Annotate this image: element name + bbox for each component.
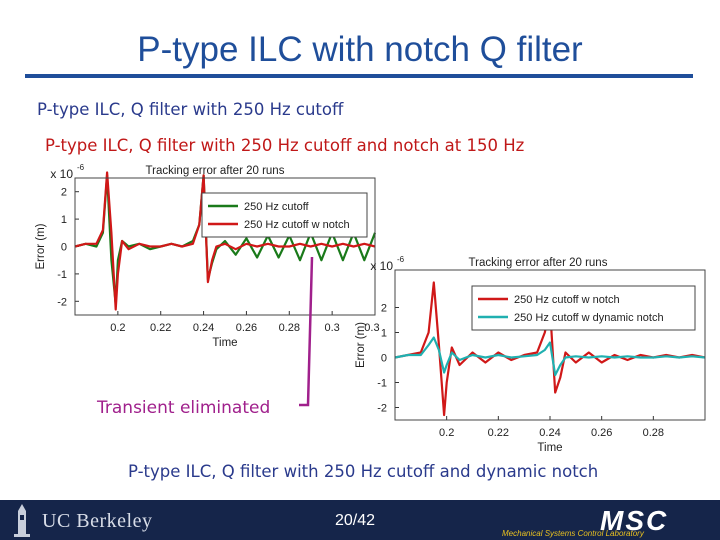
series-line (394, 336, 706, 377)
page-number: 20/42 (335, 512, 376, 529)
x-tick-label: 0.22 (488, 427, 509, 439)
msc-logo: MSC (600, 505, 669, 536)
slide-title: P-type ILC with notch Q filter (137, 30, 583, 69)
y-tick-label: 1 (61, 214, 67, 226)
legend-box (201, 192, 368, 238)
x-axis-label: Time (212, 337, 237, 349)
x-tick-label: 0.24 (539, 427, 560, 439)
x-tick-label: 0.2 (110, 322, 125, 334)
annotation-transient-eliminated: Transient eliminated (97, 398, 271, 418)
title-underline (25, 74, 693, 78)
x-tick-label: 0.3 (324, 322, 339, 334)
legend-label: 250 Hz cutoff (244, 201, 310, 213)
x-tick-label: 0.2 (439, 427, 454, 439)
footer-bar (0, 500, 720, 540)
y-exponent: -6 (77, 163, 85, 172)
y-tick-label: 2 (61, 187, 67, 199)
chart-title: Tracking error after 20 runs (469, 257, 608, 269)
uc-berkeley-logo: UC Berkeley (42, 510, 153, 532)
y-multiplier: x 10 (370, 259, 393, 273)
y-tick-label: -2 (377, 403, 387, 415)
chart-title: Tracking error after 20 runs (146, 165, 285, 177)
chart-tracking-error-notch: -2 -1 0 1 2 0.2 0.22 0.24 0.26 0.28 0.3 0.32 Trackin… (35, 163, 380, 349)
legend-label: 250 Hz cutoff w dynamic notch (514, 312, 664, 324)
legend-box (471, 285, 696, 331)
y-axis-label: Error (m) (35, 223, 47, 269)
x-tick-label: 0.22 (150, 322, 171, 334)
y-tick-label: -2 (57, 296, 67, 308)
chart-tracking-error-dynamic-notch: -2 -1 0 1 2 0.2 0.22 0.24 0.26 0.28 Tracking error… (355, 255, 706, 454)
annotation-arrow (299, 256, 314, 407)
msc-lab-name: Mechanical Systems Control Laboratory (502, 529, 644, 538)
x-tick-label: 0.26 (591, 427, 612, 439)
y-multiplier: x 10 (50, 167, 73, 181)
y-tick-label: 0 (381, 353, 387, 365)
y-tick-label: 0 (61, 242, 67, 254)
campanile-icon (14, 504, 30, 537)
x-tick-label: 0.28 (279, 322, 300, 334)
legend-label: 250 Hz cutoff w notch (514, 294, 620, 306)
x-tick-label: 0.32 (364, 322, 380, 334)
plot-frame (394, 269, 706, 421)
x-axis-label: Time (537, 442, 562, 454)
y-exponent: -6 (397, 255, 405, 264)
caption-q-filter-250hz: P-type ILC, Q filter with 250 Hz cutoff (37, 100, 344, 119)
x-tick-label: 0.24 (193, 322, 214, 334)
legend-label: 250 Hz cutoff w notch (244, 219, 350, 231)
caption-q-filter-notch-150hz: P-type ILC, Q filter with 250 Hz cutoff … (45, 136, 525, 155)
y-tick-label: -1 (57, 269, 67, 281)
y-axis-label: Error (m) (355, 322, 367, 368)
caption-dynamic-notch: P-type ILC, Q filter with 250 Hz cutoff … (128, 462, 599, 481)
plot-frame (74, 177, 376, 316)
x-tick-label: 0.28 (643, 427, 664, 439)
y-tick-label: 1 (381, 328, 387, 340)
x-tick-label: 0.26 (236, 322, 257, 334)
y-tick-label: -1 (377, 378, 387, 390)
y-tick-label: 2 (381, 303, 387, 315)
